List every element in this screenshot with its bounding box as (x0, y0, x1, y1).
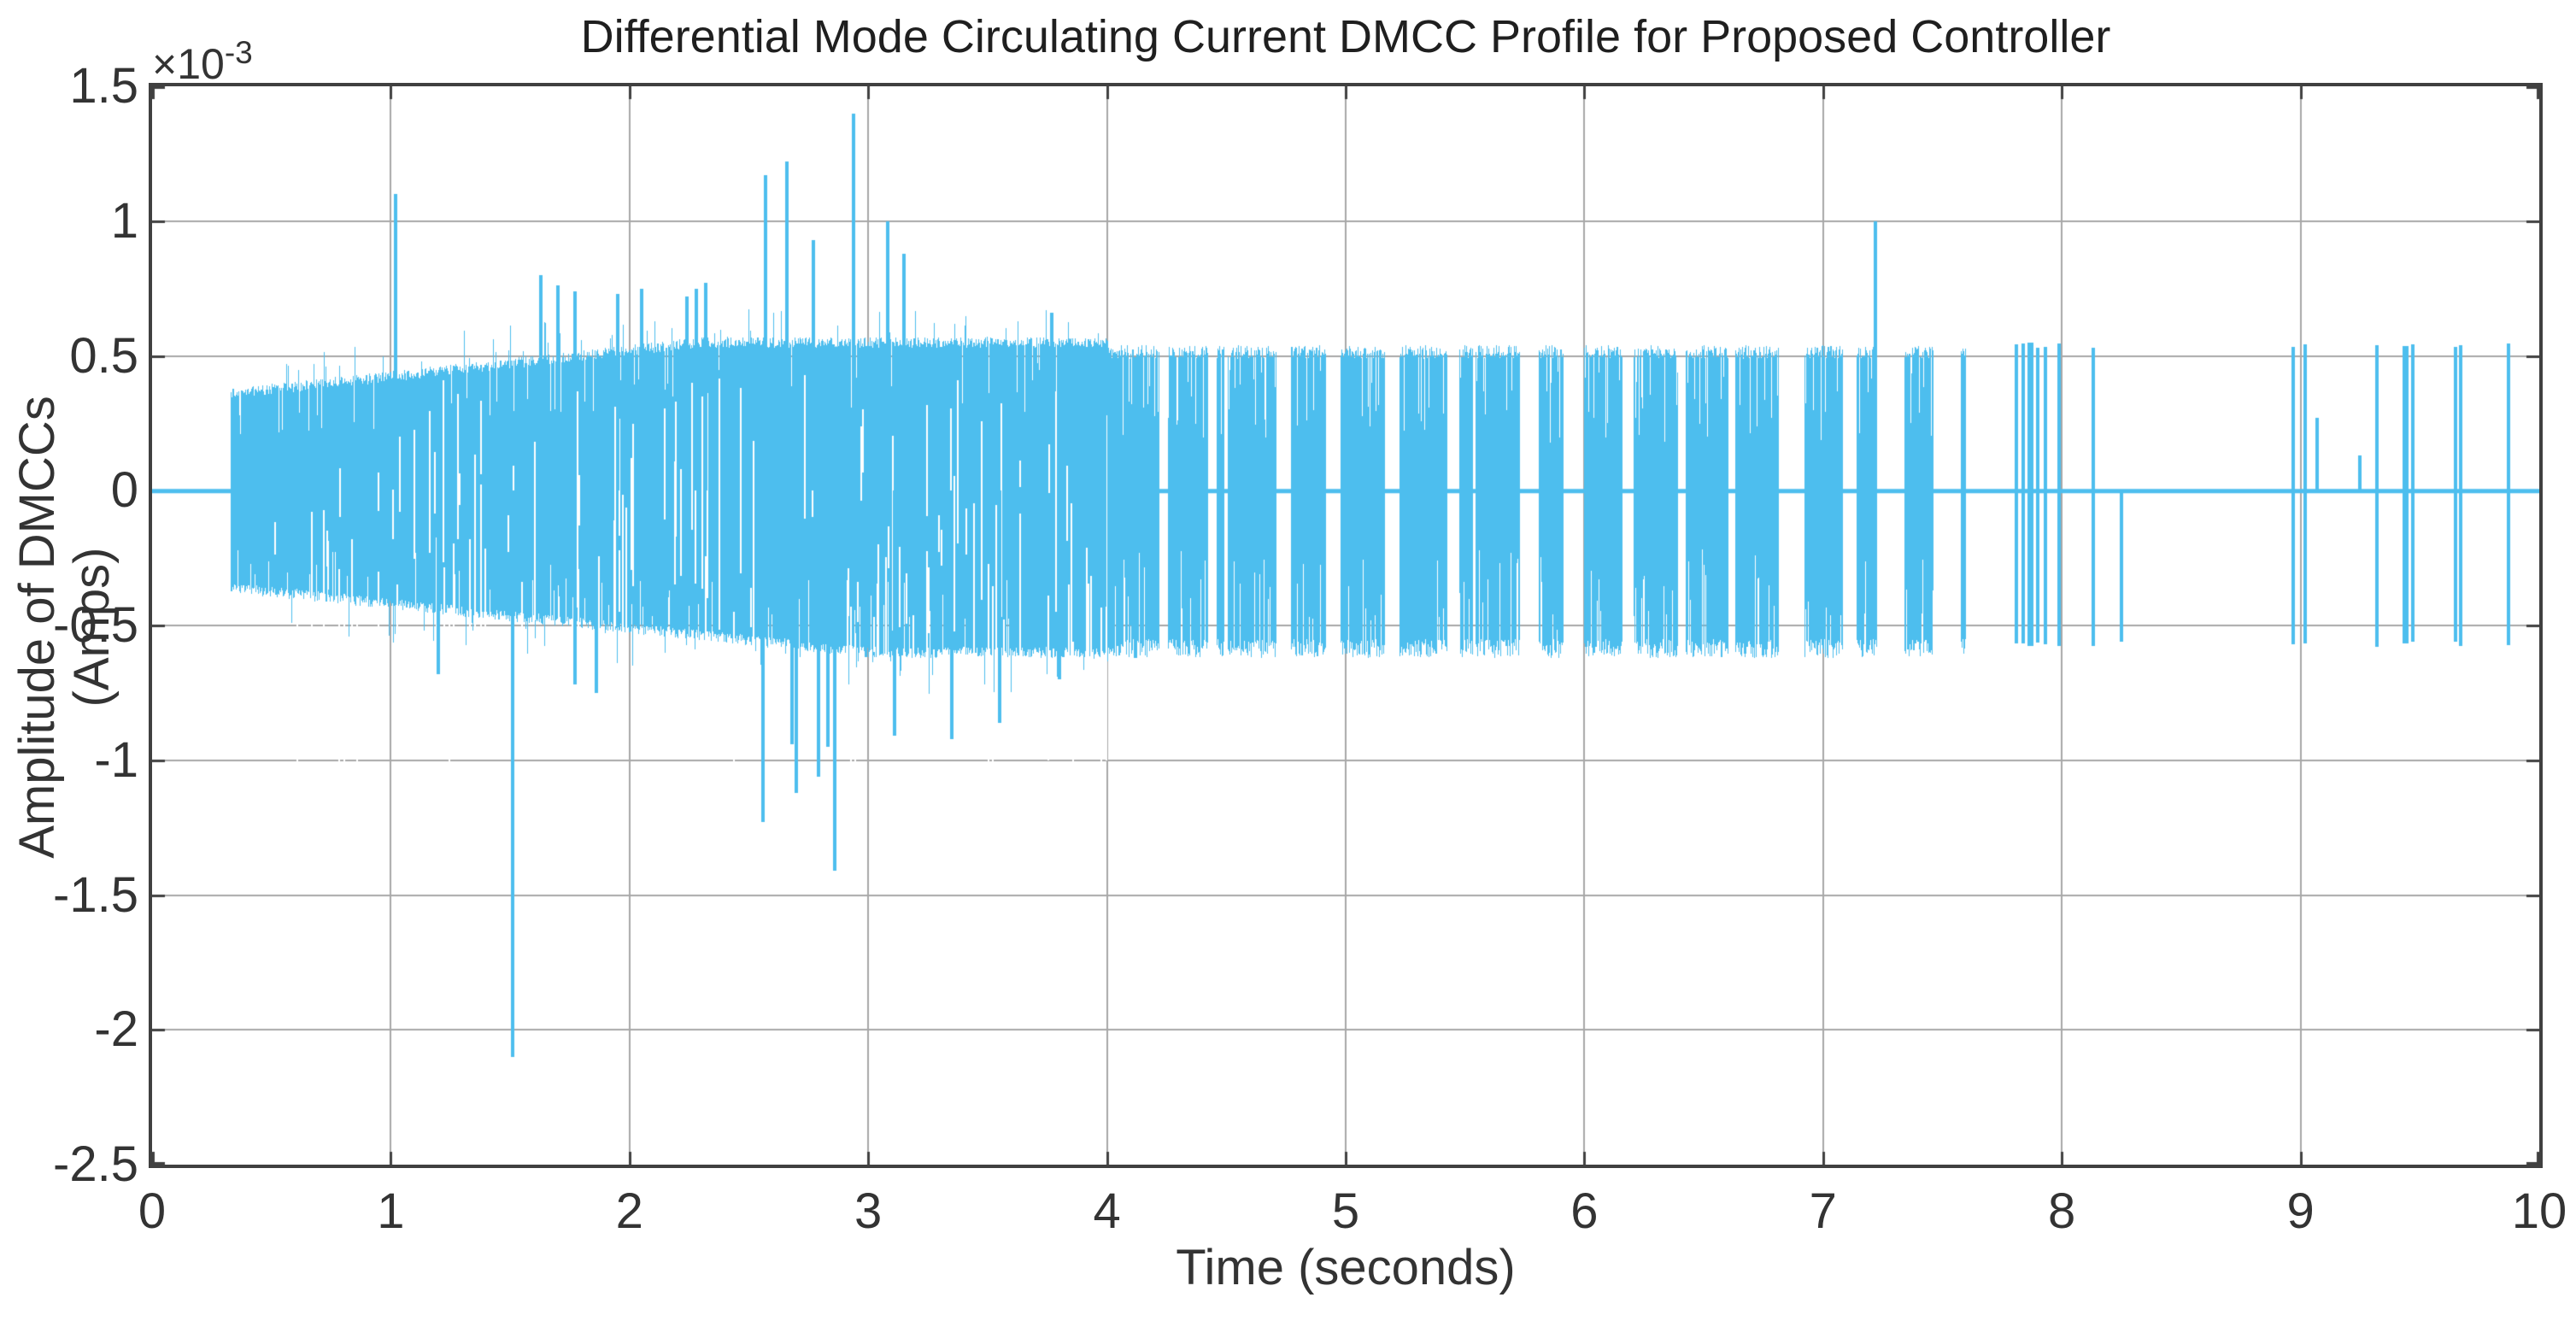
y-tick-label: 1 (110, 192, 138, 249)
x-tick-label: 5 (1331, 1183, 1360, 1239)
x-tick-label: 4 (1093, 1183, 1121, 1239)
x-tick-label: 3 (854, 1183, 883, 1239)
y-axis-multiplier: ×10-3 (152, 29, 253, 88)
y-axis-multiplier-exponent: -3 (224, 35, 253, 70)
x-axis-label: Time (seconds) (1176, 1240, 1516, 1295)
y-tick-label: -0.5 (53, 597, 138, 653)
signal-canvas (152, 86, 2539, 1165)
y-tick-label: -1.5 (53, 866, 138, 923)
chart-title: Differential Mode Circulating Current DM… (580, 11, 2111, 62)
y-tick-label: 0.5 (69, 327, 138, 384)
x-tick-label: 9 (2286, 1183, 2315, 1239)
x-tick-label: 6 (1570, 1183, 1599, 1239)
y-tick-label: 0 (110, 462, 138, 519)
plot-box (149, 83, 2543, 1168)
x-tick-label: 1 (377, 1183, 405, 1239)
y-axis-label: Amplitude of DMCCs (Amps) (9, 396, 120, 859)
x-tick-label: 7 (1809, 1183, 1837, 1239)
x-tick-label: 2 (615, 1183, 643, 1239)
x-tick-label: 10 (2511, 1183, 2567, 1239)
y-tick-label: -1 (94, 731, 138, 788)
y-axis-multiplier-base: ×10 (152, 40, 225, 88)
y-tick-label: -2.5 (53, 1136, 138, 1192)
y-tick-label: -2 (94, 1001, 138, 1058)
x-tick-label: 0 (138, 1183, 167, 1239)
x-tick-label: 8 (2048, 1183, 2076, 1239)
y-tick-label: 1.5 (69, 58, 138, 114)
